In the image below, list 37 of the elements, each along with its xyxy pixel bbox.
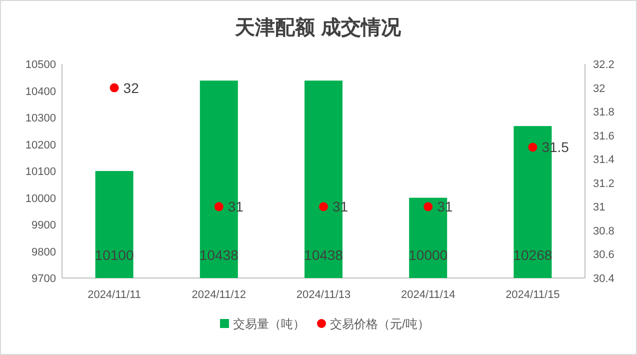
point: [110, 83, 119, 92]
data-label: 10438: [304, 247, 344, 263]
x-tick-label: 2024/11/13: [296, 289, 351, 301]
point: [319, 202, 328, 212]
chart-title: 天津配额 成交情况: [234, 16, 402, 39]
y-tick-label: 9700: [32, 273, 56, 285]
y-tick-label: 10100: [25, 166, 56, 178]
x-tick-label: 2024/11/12: [192, 289, 246, 301]
x-tick-label: 2024/11/11: [88, 289, 142, 301]
legend-label: 交易量（吨）: [233, 317, 305, 331]
y-tick-label: 10200: [25, 139, 56, 152]
legend-label: 交易价格（元/吨）: [330, 317, 430, 331]
data-label: 32: [123, 80, 140, 96]
y2-tick-label: 31.6: [593, 130, 614, 142]
y-tick-label: 10000: [25, 192, 56, 205]
data-label: 10000: [408, 247, 448, 263]
y2-tick-label: 31.8: [593, 106, 614, 119]
y-tick-label: 10400: [25, 86, 56, 98]
point: [424, 202, 433, 212]
y-tick-label: 9800: [32, 246, 56, 258]
y-tick-label: 9900: [32, 220, 56, 232]
y-tick-label: 10300: [25, 112, 56, 124]
y-tick-label: 10500: [25, 59, 56, 71]
x-tick-label: 2024/11/15: [506, 289, 560, 301]
y2-tick-label: 32: [593, 82, 606, 95]
y2-tick-label: 30.8: [593, 225, 614, 238]
data-label: 10268: [513, 247, 552, 263]
y2-tick-label: 30.6: [593, 249, 614, 262]
y2-tick-label: 32.2: [593, 59, 614, 71]
point: [214, 202, 224, 212]
data-label: 10438: [199, 247, 239, 263]
point: [528, 142, 538, 152]
x-tick-label: 2024/11/14: [400, 289, 456, 301]
y2-tick-label: 31.4: [593, 154, 614, 166]
y2-tick-label: 30.4: [593, 273, 614, 285]
y2-tick-label: 31: [593, 202, 606, 214]
y2-tick-label: 31.2: [593, 178, 614, 190]
